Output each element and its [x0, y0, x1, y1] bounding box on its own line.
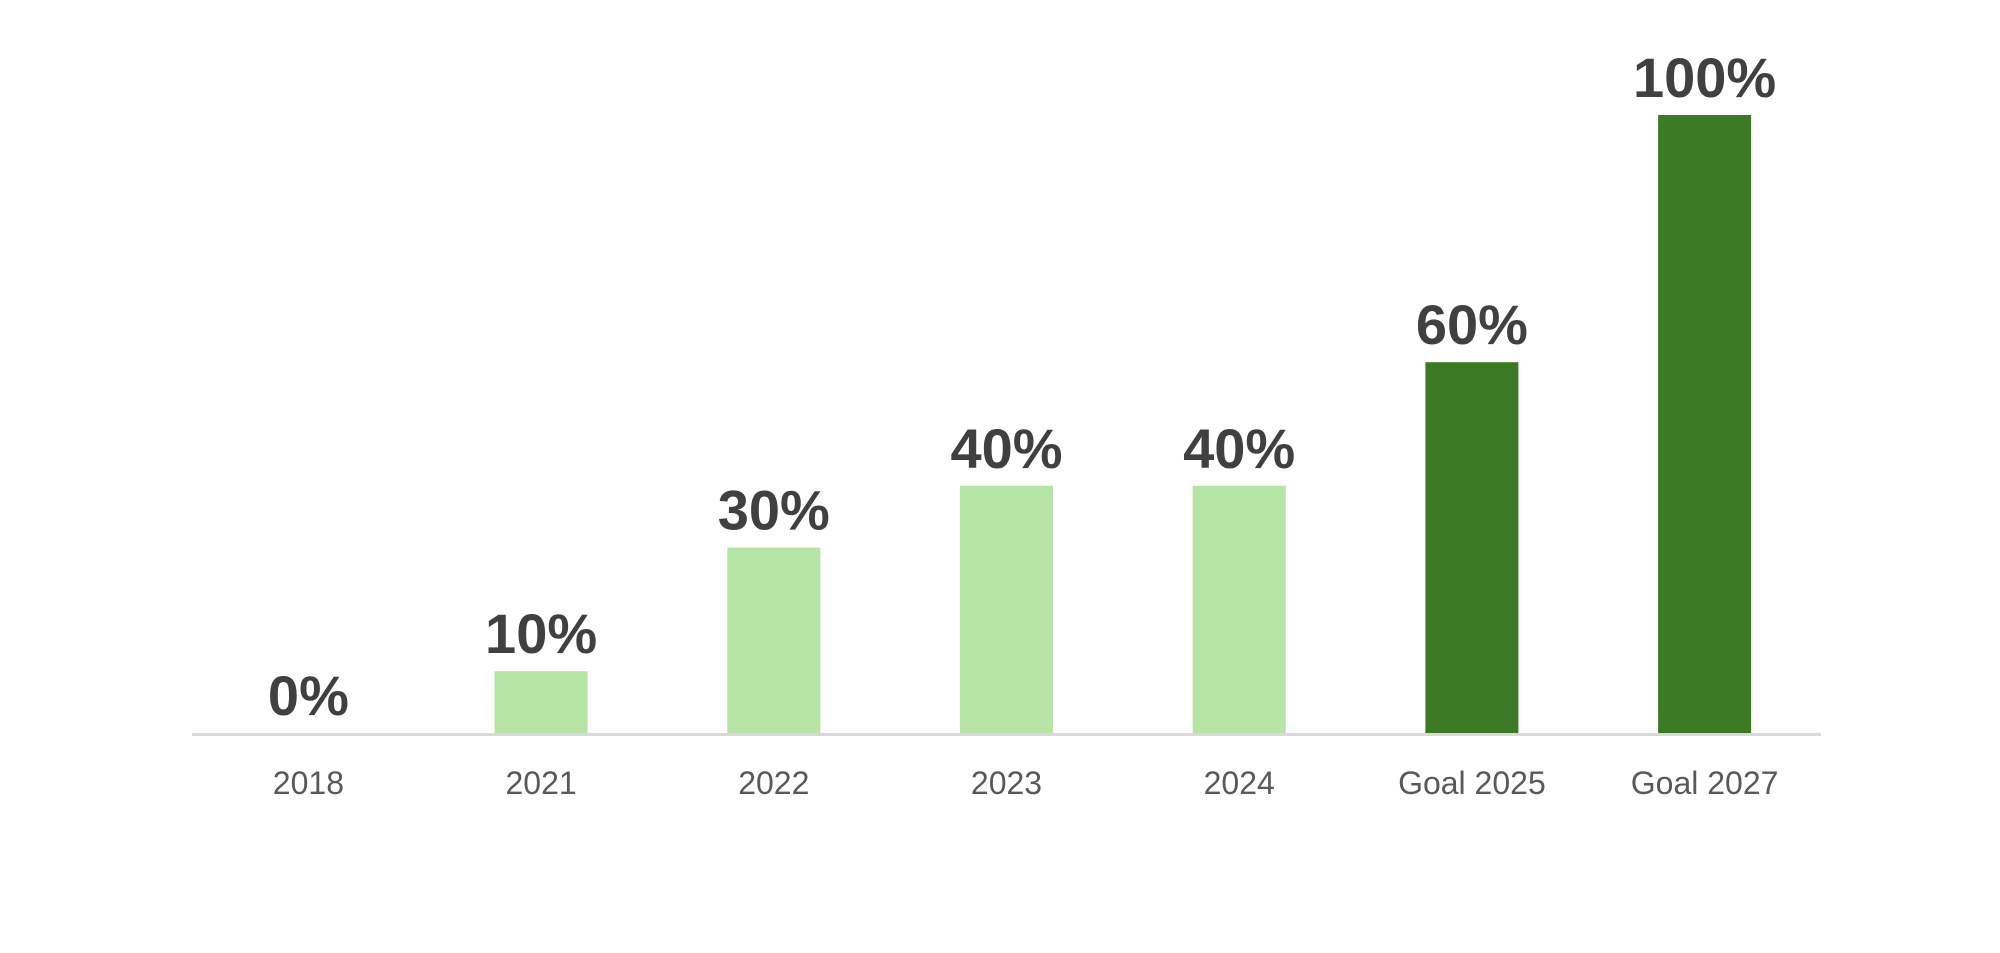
- x-tick-label-2024: 2024: [1204, 765, 1275, 801]
- bars-group: [494, 115, 1752, 733]
- x-tick-label-2023: 2023: [971, 765, 1042, 801]
- value-labels-group: 0% 10% 30% 40% 40% 60% 100%: [268, 46, 1776, 727]
- value-label-2023: 40%: [950, 417, 1062, 480]
- bar-2024: [1192, 485, 1286, 733]
- bar-goal-2025: [1425, 362, 1519, 733]
- value-label-goal-2027: 100%: [1633, 46, 1776, 109]
- value-label-2024: 40%: [1183, 417, 1295, 480]
- bar-2021: [494, 671, 588, 733]
- value-label-goal-2025: 60%: [1416, 293, 1528, 356]
- value-label-2018: 0%: [268, 664, 349, 727]
- x-tick-label-2018: 2018: [273, 765, 344, 801]
- bar-2022: [727, 547, 821, 733]
- value-label-2021: 10%: [485, 602, 597, 665]
- x-tick-labels-group: 2018 2021 2022 2023 2024 Goal 2025 Goal 2027: [273, 765, 1779, 801]
- x-tick-label-2022: 2022: [738, 765, 809, 801]
- x-tick-label-2021: 2021: [506, 765, 577, 801]
- bar-2023: [960, 485, 1053, 733]
- x-tick-label-goal-2027: Goal 2027: [1631, 765, 1779, 801]
- x-tick-label-goal-2025: Goal 2025: [1398, 765, 1546, 801]
- value-label-2022: 30%: [718, 479, 830, 542]
- bar-goal-2027: [1658, 115, 1752, 733]
